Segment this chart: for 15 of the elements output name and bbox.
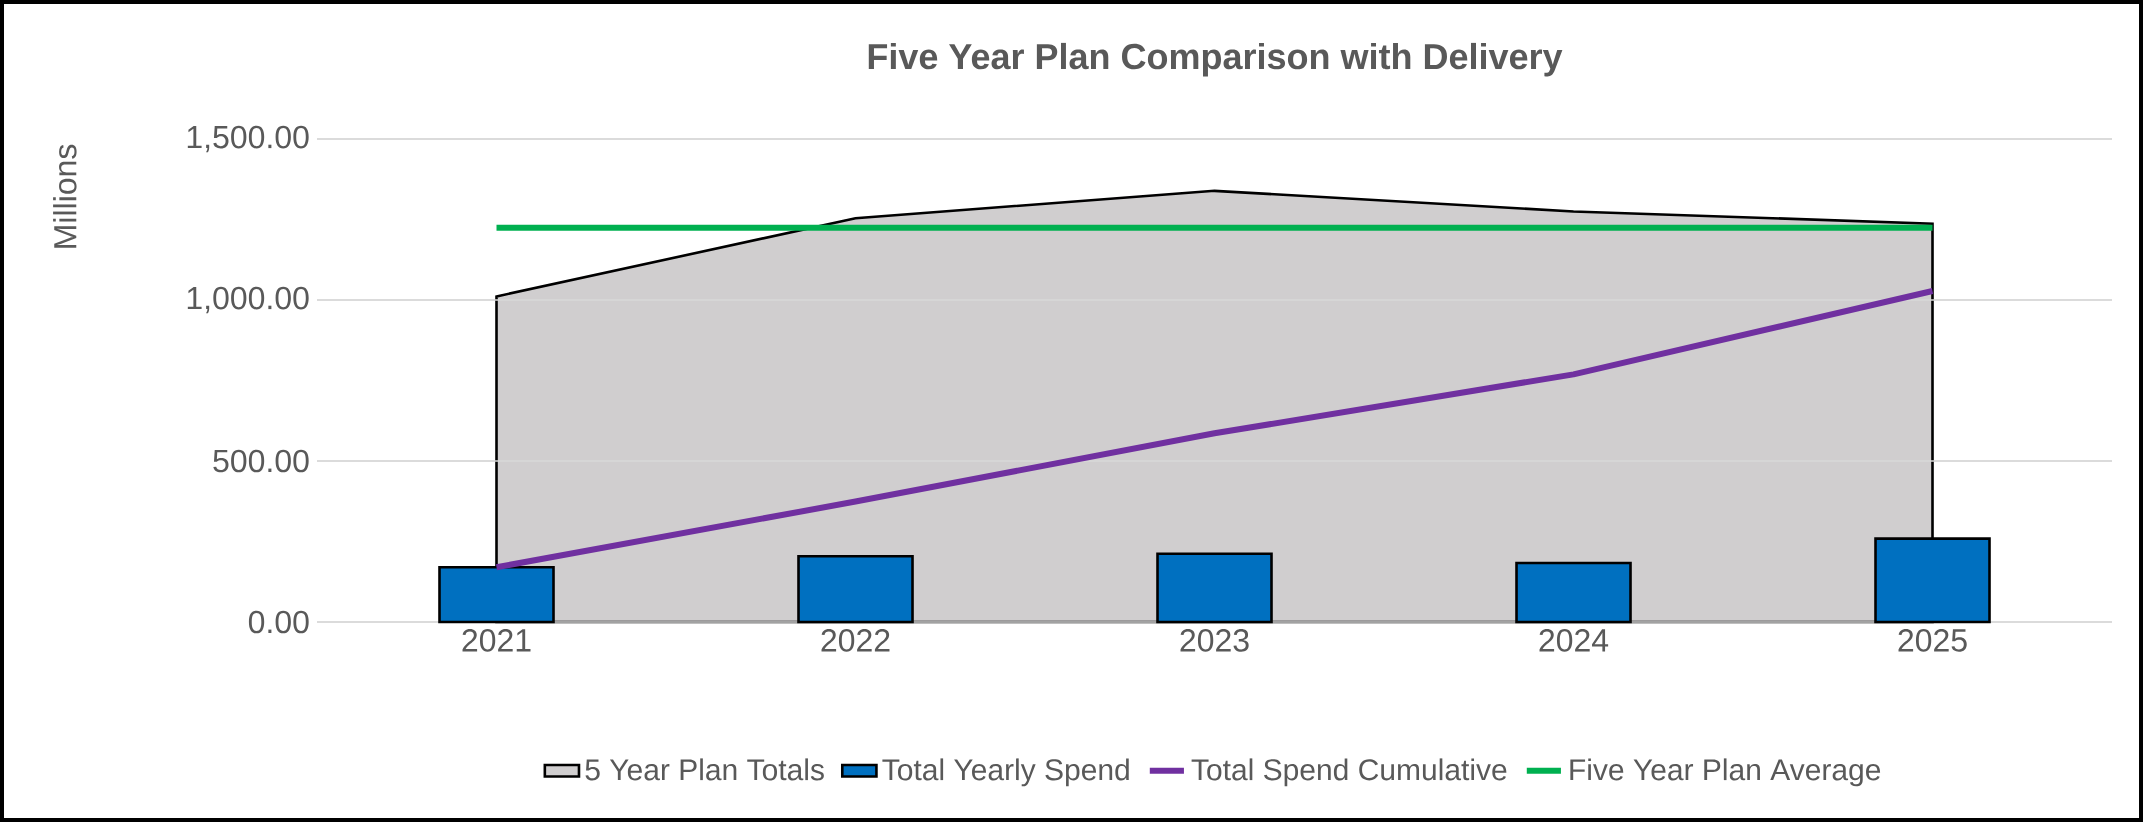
- x-tick-label: 2021: [462, 629, 531, 652]
- y-tick-label: 1,500.00: [187, 125, 309, 153]
- y-tick-label: 500.00: [213, 449, 309, 473]
- x-tick-label: 2024: [1539, 629, 1609, 652]
- x-tick-label: 2025: [1898, 629, 1967, 652]
- legend-label: Total Spend Cumulative: [1191, 758, 1507, 787]
- chart-title: Five Year Plan Comparison with Delivery: [868, 42, 1563, 77]
- legend-label: Five Year Plan Average: [1570, 758, 1881, 787]
- legend-label: 5 Year Plan Totals: [585, 758, 824, 781]
- y-tick-label: 1,000.00: [187, 286, 309, 314]
- legend-label: Total Yearly Spend: [882, 758, 1129, 787]
- x-tick-label: 2022: [821, 629, 890, 652]
- x-tick-label: 2023: [1180, 629, 1249, 652]
- y-axis-title: Millions: [53, 144, 77, 248]
- y-tick-label: 0.00: [248, 610, 309, 634]
